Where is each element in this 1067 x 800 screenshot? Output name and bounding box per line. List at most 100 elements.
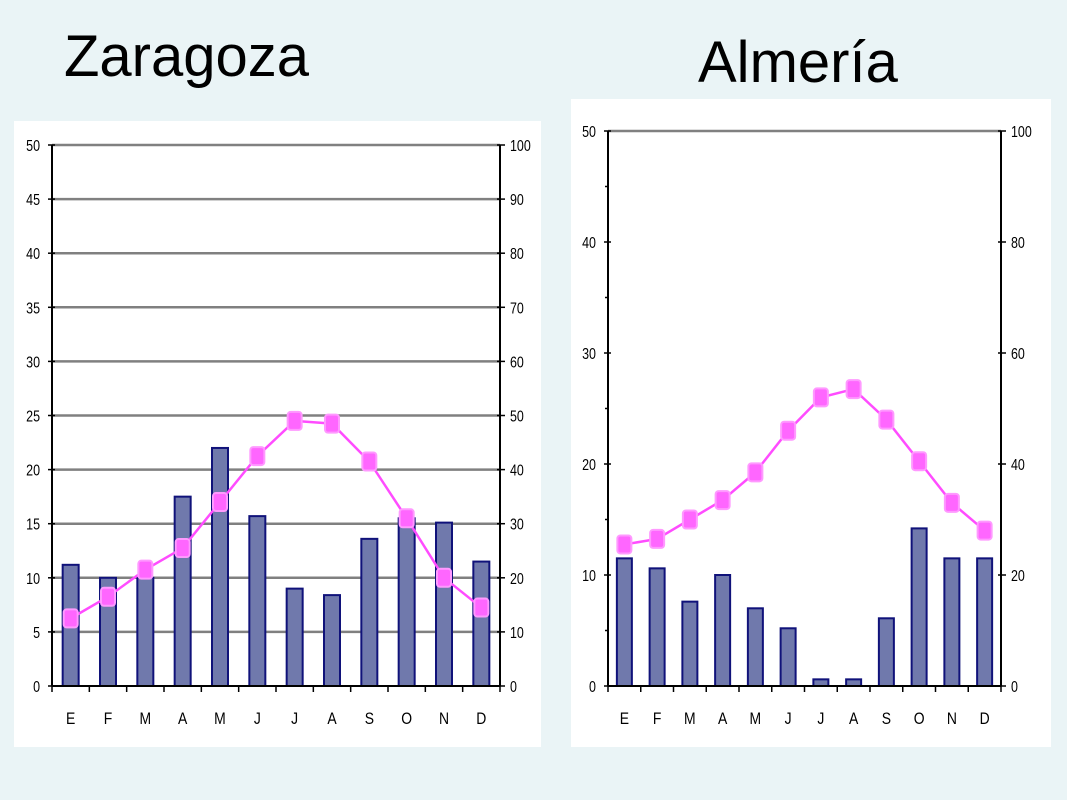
precipitation-bar: [779, 627, 797, 688]
y-left-tick-label: 30: [582, 346, 596, 364]
temperature-marker: [324, 413, 340, 434]
temperature-marker: [649, 528, 666, 549]
precipitation-bar: [714, 574, 732, 687]
y-right-tick-label: 100: [510, 138, 531, 156]
chart-panel-zaragoza: 0 5 10 15 20 25 30 35 40 45 50 0 10 20 30 40 50 60 70 80 90 1…: [14, 121, 541, 747]
y-right-tick-label: 10: [510, 625, 524, 643]
y-left-tick-label: 25: [26, 408, 40, 426]
x-category-label: N: [947, 710, 957, 729]
temperature-marker: [812, 387, 829, 408]
y-left-tick-label: 50: [582, 124, 596, 142]
y-left-tick-label: 10: [582, 568, 596, 586]
x-category-label: A: [849, 710, 859, 729]
precipitation-bar: [943, 557, 961, 688]
y-left-tick-label: 35: [26, 300, 40, 318]
y-right-tick-label: 60: [1011, 346, 1025, 364]
x-category-label: F: [653, 710, 662, 729]
x-category-label: M: [214, 710, 226, 729]
temperature-marker: [212, 492, 228, 513]
y-right-tick-label: 80: [510, 246, 524, 264]
temperature-line: [624, 387, 986, 546]
temperature-marker: [100, 586, 116, 607]
x-category-label: D: [980, 710, 990, 729]
temperature-marker: [137, 559, 154, 580]
chart-panel-almeria: 0 10 20 30 40 50 0 20 40 60 80 100 E F M A M J J A S O N D: [571, 99, 1051, 747]
temperature-marker: [976, 520, 993, 541]
y-right-tick-label: 30: [510, 516, 524, 534]
x-category-label: E: [66, 710, 75, 729]
y-right-tick-label: 90: [510, 192, 524, 210]
temperature-marker: [747, 462, 764, 483]
climate-chart-almeria: 0 10 20 30 40 50 0 20 40 60 80 100 E F M A M J J A S O N D: [582, 124, 1032, 729]
temperature-marker: [473, 597, 490, 618]
temperature-marker: [911, 451, 928, 472]
temperature-marker: [681, 509, 698, 530]
y-right-tick-label: 40: [1011, 457, 1025, 475]
temperature-marker: [436, 567, 452, 588]
precipitation-bar: [248, 515, 267, 687]
y-left-tick-label: 50: [26, 138, 40, 156]
y-left-tick-label: 0: [589, 679, 596, 697]
precipitation-bar: [648, 567, 666, 687]
y-right-tick-label: 20: [510, 570, 524, 588]
temperature-marker: [780, 420, 797, 441]
y-right-tick-label: 100: [1011, 124, 1032, 142]
x-category-label: J: [254, 710, 261, 729]
temperature-marker: [616, 534, 633, 555]
precipitation-bar: [746, 607, 764, 687]
temperature-marker: [62, 608, 79, 629]
temperature-marker: [398, 508, 415, 529]
y-left-tick-label: 45: [26, 192, 40, 210]
temperature-marker: [714, 490, 731, 511]
y-left-tick-label: 0: [33, 679, 40, 697]
y-left-tick-label: 15: [26, 516, 40, 534]
precipitation-bar: [397, 517, 416, 688]
x-category-label: F: [104, 710, 113, 729]
x-category-label: J: [785, 710, 792, 729]
y-right-tick-label: 20: [1011, 568, 1025, 586]
precipitation-bar: [681, 600, 699, 688]
precipitation-bar: [910, 527, 928, 687]
x-category-label: S: [365, 710, 374, 729]
x-category-label: O: [401, 710, 412, 729]
x-category-label: M: [750, 710, 762, 729]
y-left-tick-label: 40: [26, 246, 40, 264]
precipitation-bar: [136, 576, 155, 687]
y-right-tick-label: 60: [510, 354, 524, 372]
x-category-label: A: [718, 710, 728, 729]
y-left-tick-label: 5: [33, 625, 40, 643]
precipitation-bar: [877, 617, 895, 687]
chart-title-almeria: Almería: [698, 30, 898, 95]
precipitation-bar: [976, 557, 994, 688]
chart-title-zaragoza: Zaragoza: [64, 24, 310, 89]
x-category-label: O: [914, 710, 925, 729]
precipitation-bar: [323, 594, 341, 687]
x-category-label: D: [476, 710, 486, 729]
y-right-tick-label: 80: [1011, 235, 1025, 253]
precipitation-bar: [360, 537, 379, 687]
x-category-label: S: [882, 710, 891, 729]
y-left-tick-label: 10: [26, 570, 40, 588]
x-category-label: E: [620, 710, 629, 729]
temperature-marker: [361, 451, 378, 472]
temperature-marker: [286, 410, 303, 431]
x-category-label: A: [327, 710, 337, 729]
temperature-marker: [943, 492, 960, 513]
y-left-tick-label: 30: [26, 354, 40, 372]
y-right-tick-label: 0: [1011, 679, 1018, 697]
precipitation-bar: [173, 495, 192, 687]
climate-chart-zaragoza: 0 5 10 15 20 25 30 35 40 45 50 0 10 20 30 40 50 60 70 80 90 1…: [26, 138, 531, 729]
y-left-tick-label: 40: [582, 235, 596, 253]
temperature-line: [70, 419, 483, 620]
y-right-tick-label: 40: [510, 462, 524, 480]
y-left-tick-label: 20: [26, 462, 40, 480]
temperature-marker: [845, 379, 862, 400]
temperature-marker: [174, 538, 191, 559]
x-category-label: N: [439, 710, 449, 729]
precipitation-bar: [435, 521, 453, 688]
temperature-marker: [249, 446, 266, 467]
precipitation-bar: [211, 446, 229, 687]
precipitation-bar: [472, 560, 491, 688]
precipitation-bar: [615, 557, 633, 688]
temperature-marker: [878, 409, 895, 430]
